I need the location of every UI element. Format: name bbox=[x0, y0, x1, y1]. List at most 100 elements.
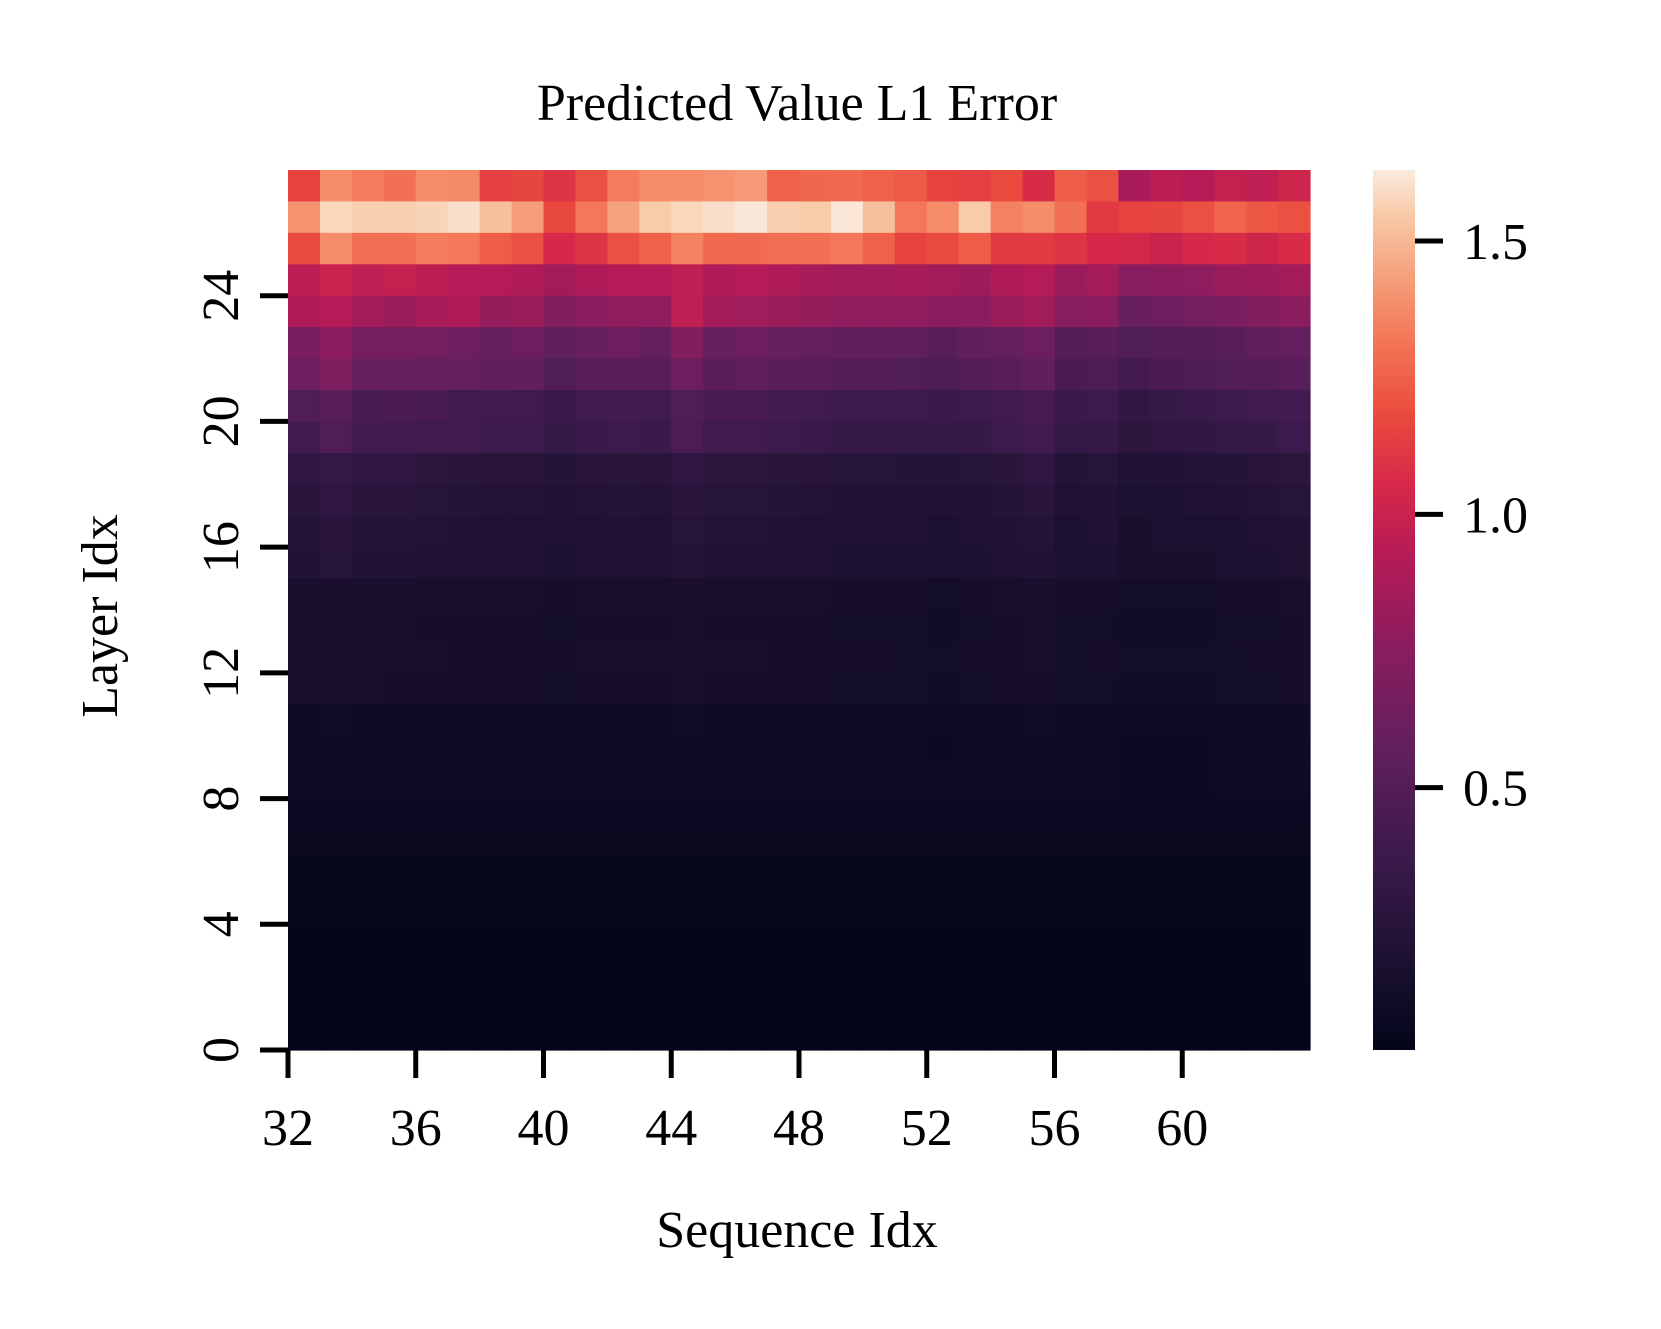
heatmap-cell bbox=[351, 358, 385, 391]
heatmap-cell bbox=[735, 421, 768, 454]
heatmap-cell bbox=[735, 861, 768, 894]
heatmap-cell bbox=[703, 1018, 736, 1051]
heatmap-cell bbox=[926, 484, 960, 517]
heatmap-cell bbox=[830, 201, 864, 234]
heatmap-cell bbox=[575, 735, 608, 768]
heatmap-cell bbox=[735, 672, 768, 705]
heatmap-cell bbox=[447, 390, 481, 423]
heatmap-cell bbox=[288, 735, 321, 768]
heatmap-cell bbox=[894, 515, 928, 548]
heatmap-cell bbox=[319, 170, 353, 203]
heatmap-cell bbox=[1086, 735, 1119, 768]
heatmap-cell bbox=[703, 390, 736, 423]
heatmap-cell bbox=[575, 201, 608, 234]
heatmap-cell bbox=[990, 861, 1024, 894]
heatmap-cell bbox=[1246, 421, 1279, 454]
heatmap-cell bbox=[351, 421, 385, 454]
heatmap-cell bbox=[479, 232, 513, 265]
x-axis: 32 36 40 44 48 52 56 60 bbox=[262, 1050, 1208, 1157]
heatmap-cell bbox=[543, 358, 577, 391]
heatmap-cell bbox=[767, 987, 800, 1020]
heatmap-cell bbox=[1150, 232, 1183, 265]
heatmap-cell bbox=[575, 704, 608, 737]
heatmap-cell bbox=[735, 170, 768, 203]
heatmap-cell bbox=[1054, 798, 1088, 831]
heatmap-cell bbox=[990, 201, 1024, 234]
heatmap-cell bbox=[1118, 264, 1151, 297]
heatmap-cell bbox=[288, 232, 321, 265]
heatmap-cell bbox=[415, 421, 449, 454]
heatmap-cell bbox=[703, 327, 736, 360]
heatmap-cell bbox=[958, 547, 992, 580]
heatmap-cell bbox=[990, 358, 1024, 391]
heatmap-cell bbox=[288, 264, 321, 297]
heatmap-cell bbox=[799, 515, 832, 548]
heatmap-cell bbox=[735, 264, 768, 297]
heatmap-cell bbox=[1054, 892, 1088, 925]
heatmap-cell bbox=[703, 735, 736, 768]
heatmap-cell bbox=[703, 987, 736, 1020]
heatmap-cell bbox=[319, 672, 353, 705]
heatmap-cell bbox=[990, 170, 1024, 203]
heatmap-cell bbox=[1182, 201, 1215, 234]
heatmap-cell bbox=[1022, 672, 1056, 705]
heatmap-cell bbox=[862, 452, 896, 485]
heatmap-cell bbox=[958, 201, 992, 234]
heatmap-cell bbox=[1118, 735, 1151, 768]
heatmap-cell bbox=[1150, 924, 1183, 957]
heatmap-cell bbox=[479, 798, 513, 831]
heatmap-cell bbox=[447, 578, 481, 611]
heatmap-cell bbox=[830, 421, 864, 454]
heatmap-cell bbox=[735, 452, 768, 485]
heatmap-cell bbox=[767, 861, 800, 894]
heatmap-cell bbox=[1150, 578, 1183, 611]
heatmap-cell bbox=[479, 170, 513, 203]
heatmap-cell bbox=[319, 861, 353, 894]
y-tick-label: 12 bbox=[193, 647, 250, 699]
heatmap-cell bbox=[575, 641, 608, 674]
heatmap-cell bbox=[575, 232, 608, 265]
heatmap-cell bbox=[1214, 358, 1247, 391]
heatmap-cell bbox=[1086, 358, 1119, 391]
heatmap-cell bbox=[1022, 892, 1056, 925]
heatmap-cell bbox=[862, 955, 896, 988]
heatmap-cell bbox=[671, 264, 704, 297]
heatmap-cell bbox=[607, 610, 640, 643]
heatmap-cell bbox=[575, 295, 608, 328]
heatmap-cell bbox=[1278, 672, 1311, 705]
heatmap-cell bbox=[1150, 452, 1183, 485]
heatmap-cell bbox=[830, 452, 864, 485]
heatmap-cell bbox=[607, 547, 640, 580]
heatmap-cell bbox=[1022, 452, 1056, 485]
heatmap-cell bbox=[1246, 578, 1279, 611]
heatmap-cell bbox=[415, 987, 449, 1020]
heatmap-cell bbox=[1278, 264, 1311, 297]
heatmap-cell bbox=[1150, 390, 1183, 423]
heatmap-cell bbox=[799, 924, 832, 957]
heatmap-cell bbox=[894, 452, 928, 485]
heatmap-cell bbox=[1182, 264, 1215, 297]
heatmap-cell bbox=[479, 578, 513, 611]
heatmap-cell bbox=[319, 484, 353, 517]
heatmap-cell bbox=[799, 704, 832, 737]
heatmap-cell bbox=[383, 830, 417, 863]
heatmap-cell bbox=[1182, 987, 1215, 1020]
heatmap-cell bbox=[1246, 892, 1279, 925]
heatmap-cell bbox=[607, 704, 640, 737]
heatmap-cell bbox=[1118, 295, 1151, 328]
heatmap-cell bbox=[703, 861, 736, 894]
heatmap-cell bbox=[319, 955, 353, 988]
heatmap-cell bbox=[735, 295, 768, 328]
heatmap-cell bbox=[830, 295, 864, 328]
heatmap-cell bbox=[447, 767, 481, 800]
heatmap-cell bbox=[288, 295, 321, 328]
heatmap-cell bbox=[415, 955, 449, 988]
heatmap-cell bbox=[926, 672, 960, 705]
heatmap-cell bbox=[639, 295, 672, 328]
heatmap-cell bbox=[575, 987, 608, 1020]
heatmap-cell bbox=[543, 201, 577, 234]
heatmap-cell bbox=[639, 484, 672, 517]
heatmap-cell bbox=[862, 295, 896, 328]
heatmap-cell bbox=[735, 390, 768, 423]
heatmap-cell bbox=[607, 798, 640, 831]
